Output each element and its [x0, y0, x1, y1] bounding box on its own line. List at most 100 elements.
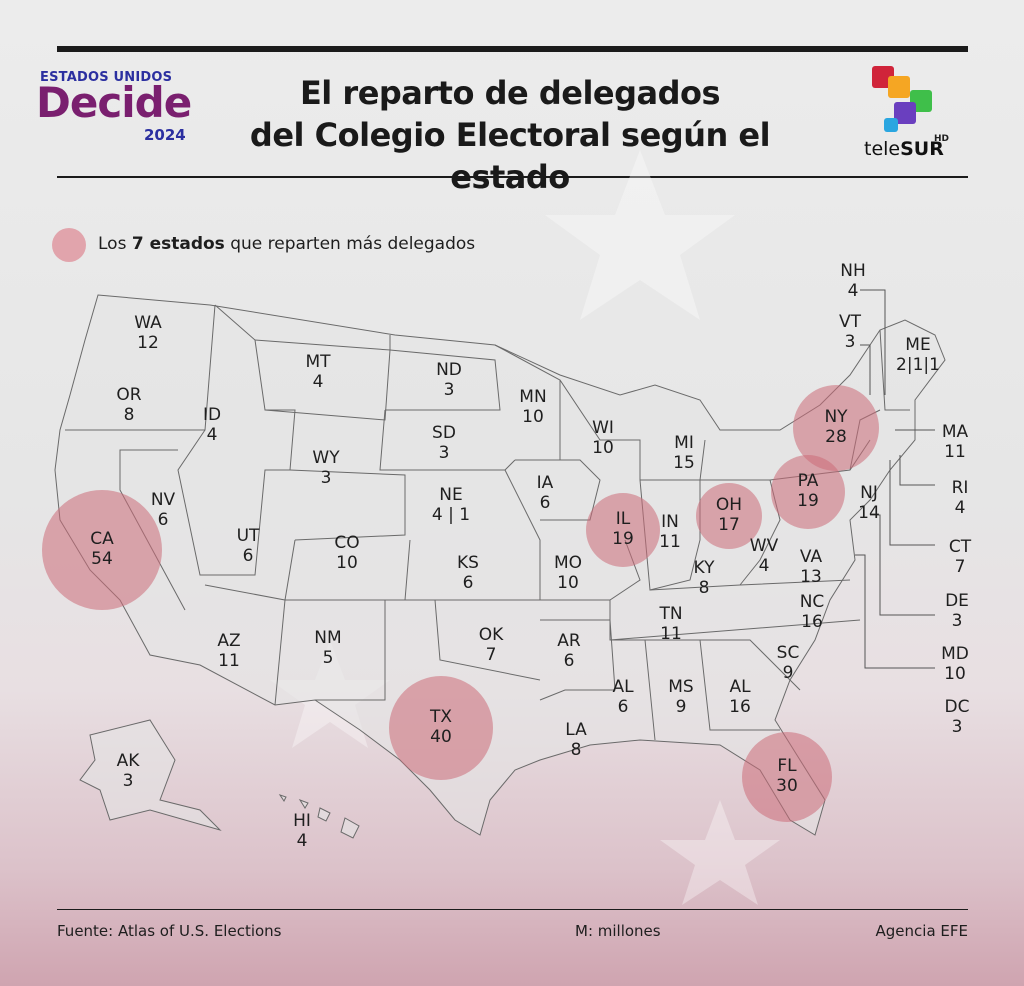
state-code: PA — [798, 471, 819, 491]
state-code: RI — [952, 478, 969, 498]
bubble-tx — [389, 676, 493, 780]
bubble-il — [586, 493, 660, 567]
state-label-ky: KY 8 — [694, 558, 716, 598]
state-code: CO — [334, 533, 359, 553]
state-delegates: 4 — [955, 498, 966, 518]
state-delegates: 9 — [676, 697, 687, 717]
leader-lines — [855, 289, 935, 669]
state-code: DE — [945, 591, 969, 611]
state-delegates: 13 — [800, 567, 822, 587]
state-delegates: 16 — [729, 697, 751, 717]
state-code: ME — [905, 335, 930, 355]
state-label-ca: CA 54 — [90, 529, 114, 569]
state-label-or: OR 8 — [116, 385, 141, 425]
state-delegates: 6 — [463, 573, 474, 593]
bubble-ca — [42, 490, 162, 610]
state-delegates: 15 — [673, 453, 695, 473]
logo-top-text: ESTADOS UNIDOS — [40, 70, 173, 85]
state-code: KS — [457, 553, 479, 573]
state-code: OH — [716, 495, 742, 515]
state-delegates: 30 — [776, 776, 798, 796]
state-label-wi: WI 10 — [592, 418, 614, 458]
state-delegates: 8 — [699, 578, 710, 598]
state-label-wv: WV 4 — [750, 536, 779, 576]
state-delegates: 6 — [158, 510, 169, 530]
hd-badge: HD — [934, 134, 950, 144]
state-delegates: 10 — [522, 407, 544, 427]
logo-square-icon — [894, 102, 916, 124]
agency-text: Agencia EFE — [875, 922, 968, 940]
state-label-pa: PA 19 — [797, 471, 819, 511]
state-delegates: 4 — [207, 425, 218, 445]
state-code: NM — [314, 628, 341, 648]
state-delegates: 3 — [439, 443, 450, 463]
alaska-outline — [79, 719, 222, 832]
state-delegates: 9 — [783, 663, 794, 683]
state-label-la: LA 8 — [565, 720, 587, 760]
state-code: MI — [674, 433, 694, 453]
legend-post: que reparten más delegados — [224, 234, 476, 254]
state-label-hi: HI 4 — [293, 811, 311, 851]
brand-bold: SUR — [900, 138, 944, 160]
state-label-oh: OH 17 — [716, 495, 742, 535]
state-code: TX — [429, 707, 452, 727]
state-label-sc: SC 9 — [777, 643, 800, 683]
title-line-1: El reparto de delegados — [299, 74, 721, 112]
state-label-dc: DC 3 — [945, 697, 970, 737]
state-code: FL — [777, 756, 797, 776]
legend-text: Los 7 estados que reparten más delegados — [98, 234, 475, 254]
state-delegates: 3 — [952, 611, 963, 631]
header-rule — [57, 176, 968, 178]
state-code: ND — [436, 360, 462, 380]
state-delegates: 17 — [718, 515, 740, 535]
state-label-al: AL 6 — [612, 677, 634, 717]
state-label-co: CO 10 — [334, 533, 359, 573]
state-label-ak: AK 3 — [117, 751, 141, 791]
state-code: AR — [557, 631, 581, 651]
state-label-ny: NY 28 — [824, 407, 848, 447]
state-label-mi: MI 15 — [673, 433, 695, 473]
state-code: DC — [945, 697, 970, 717]
state-delegates: 3 — [952, 717, 963, 737]
state-delegates: 19 — [612, 529, 634, 549]
state-label-ri: RI 4 — [952, 478, 969, 518]
state-delegates: 6 — [564, 651, 575, 671]
state-delegates: 11 — [660, 624, 682, 644]
state-code: WA — [134, 313, 162, 333]
state-label-sd: SD 3 — [432, 423, 456, 463]
state-label-id: ID 4 — [203, 405, 221, 445]
state-label-ar: AR 6 — [557, 631, 581, 671]
state-code: AL — [729, 677, 751, 697]
state-code: NV — [151, 490, 176, 510]
state-label-ct: CT 7 — [949, 537, 972, 577]
state-code: AZ — [217, 631, 240, 651]
state-code: IN — [661, 512, 679, 532]
state-delegates: 19 — [797, 491, 819, 511]
state-code: OR — [116, 385, 141, 405]
state-delegates: 7 — [955, 557, 966, 577]
legend-pre: Los — [98, 234, 132, 254]
state-label-al: AL 16 — [729, 677, 751, 717]
state-delegates: 6 — [243, 546, 254, 566]
state-code: MT — [305, 352, 331, 372]
state-code: AL — [612, 677, 634, 697]
state-delegates: 5 — [323, 648, 334, 668]
state-delegates: 11 — [944, 442, 966, 462]
state-label-md: MD 10 — [941, 644, 969, 684]
state-label-wa: WA 12 — [134, 313, 162, 353]
state-code: WY — [312, 448, 340, 468]
state-label-mt: MT 4 — [305, 352, 331, 392]
state-code: HI — [293, 811, 311, 831]
logo-square-icon — [884, 118, 898, 132]
bubble-oh — [696, 483, 762, 549]
legend-bold: 7 estados — [131, 234, 225, 254]
state-code: MO — [554, 553, 582, 573]
state-code: UT — [237, 526, 260, 546]
state-code: OK — [479, 625, 504, 645]
state-delegates: 2|1|1 — [896, 355, 940, 375]
state-delegates: 4 — [848, 281, 859, 301]
state-delegates: 7 — [486, 645, 497, 665]
units-text: M: millones — [575, 922, 661, 940]
logo-year-text: 2024 — [144, 126, 186, 144]
